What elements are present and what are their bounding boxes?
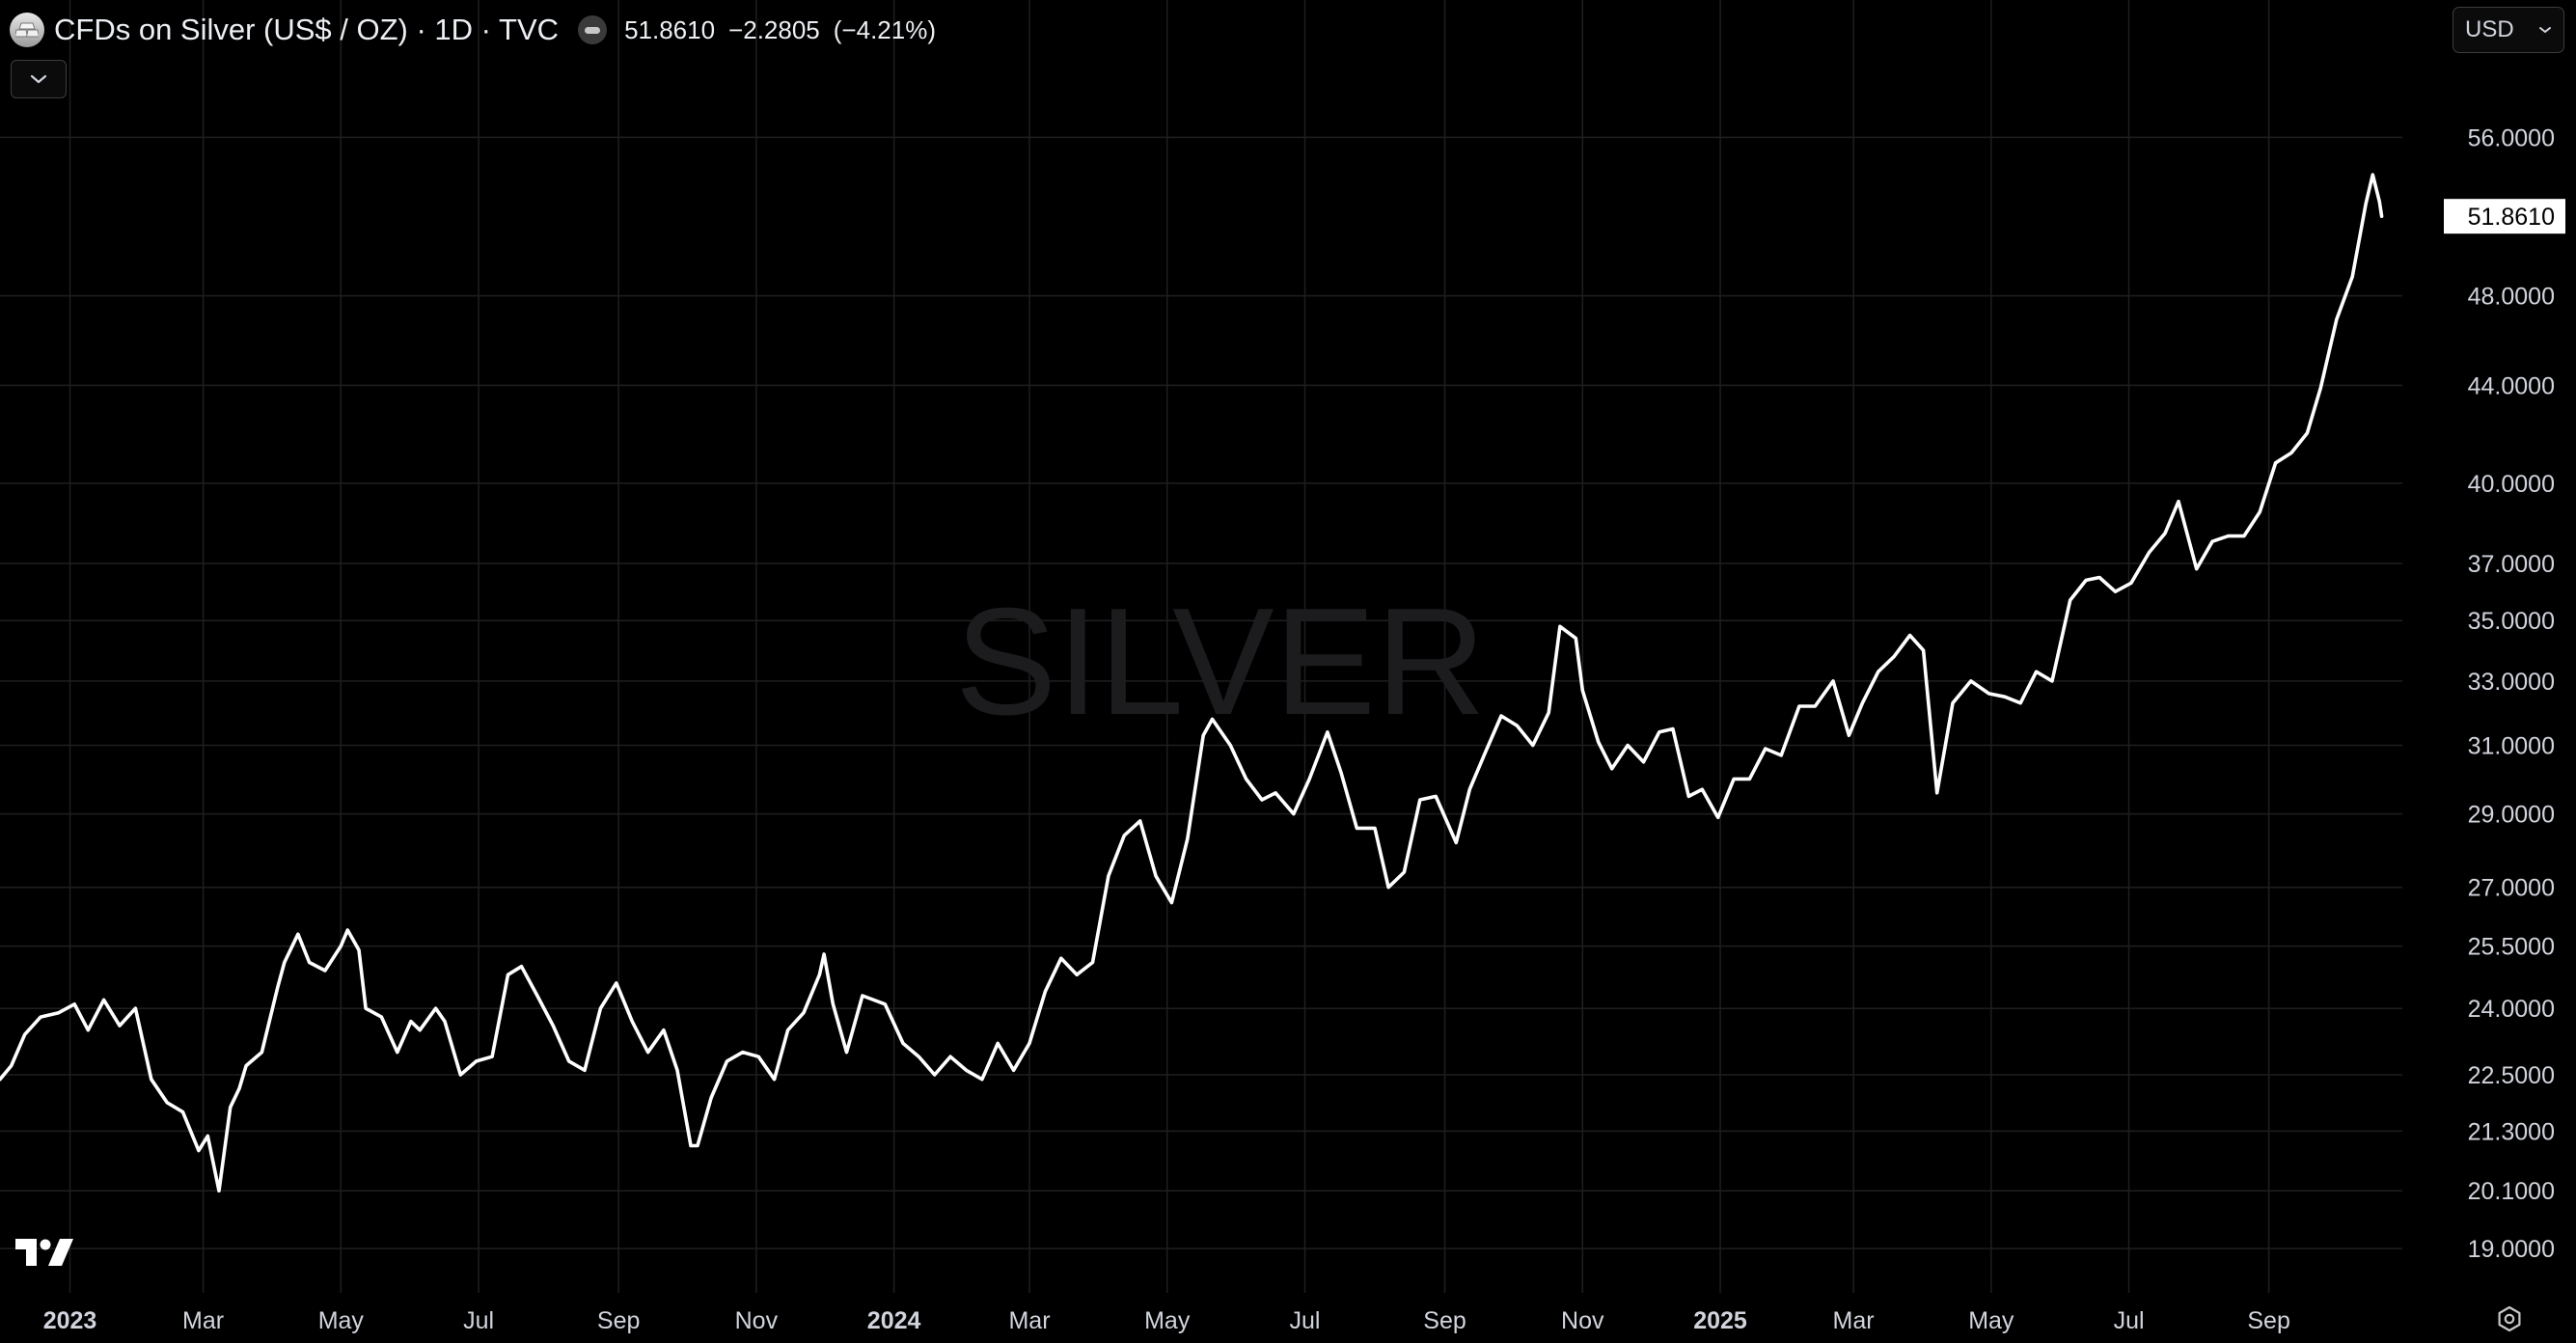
price-change-percent: (−4.21%) [833,14,936,44]
series [0,173,2384,1192]
x-tick-label: Nov [735,1307,779,1334]
y-tick-label: 20.1000 [2468,1178,2555,1205]
x-tick-label: Nov [1561,1307,1604,1334]
y-tick-label: 29.0000 [2468,802,2555,829]
price-change-value: −2.2805 [728,14,820,44]
x-tick-label: Sep [2247,1307,2289,1334]
y-tick-label: 24.0000 [2468,996,2555,1023]
last-price-value: 51.8610 [624,14,716,44]
x-tick-label: Mar [182,1307,224,1334]
x-tick-label: 2023 [43,1307,97,1334]
x-tick-label: Jul [463,1307,494,1334]
y-tick-label: 25.5000 [2468,934,2555,961]
y-tick-label: 22.5000 [2468,1062,2555,1089]
y-tick-label: 44.0000 [2468,372,2555,399]
chart-legend: CFDs on Silver (US$ / OZ) · 1D · TVC 51.… [10,10,949,50]
tradingview-logo-icon[interactable] [15,1235,75,1273]
x-tick-label: Mar [1008,1307,1050,1334]
x-tick-label: May [318,1307,365,1334]
price-line [0,173,2384,1192]
x-tick-label: Sep [597,1307,640,1334]
currency-select[interactable]: USD [2453,7,2564,53]
y-tick-label: 37.0000 [2468,551,2555,578]
y-tick-label: 48.0000 [2468,284,2555,311]
y-tick-label: 21.3000 [2468,1118,2555,1145]
y-tick-label: 31.0000 [2468,733,2555,760]
y-tick-label: 19.0000 [2468,1236,2555,1263]
grid [0,0,2402,1293]
chevron-down-icon [2539,27,2551,33]
y-tick-label: 40.0000 [2468,471,2555,498]
symbol-watermark: SILVER [955,577,1486,747]
last-price-box [2444,199,2565,234]
currency-label: USD [2465,16,2514,42]
x-tick-label: 2024 [867,1307,921,1334]
gear-icon[interactable] [2493,1302,2526,1335]
price-axis[interactable]: 56.0000 48.0000 44.0000 40.0000 37.0000 35.00… [2468,124,2555,1263]
silver-bars-icon [10,13,44,47]
y-tick-label: 35.0000 [2468,608,2555,635]
x-tick-label: Jul [1289,1307,1320,1334]
last-price-label: 51.8610 [2468,204,2555,231]
market-closed-icon[interactable] [578,15,608,44]
chevron-down-icon [30,74,47,84]
y-tick-label: 33.0000 [2468,669,2555,696]
y-tick-label: 56.0000 [2468,124,2555,151]
y-tick-label: 27.0000 [2468,875,2555,902]
x-tick-label: May [1968,1307,2014,1334]
x-tick-label: Jul [2114,1307,2145,1334]
x-tick-label: Mar [1833,1307,1875,1334]
symbol-title[interactable]: CFDs on Silver (US$ / OZ) · 1D · TVC [54,13,560,46]
time-axis[interactable]: 2023 Mar May Jul Sep Nov 2024 Mar May Jul Sep Nov 20… [43,1307,2290,1334]
x-tick-label: May [1144,1307,1191,1334]
x-tick-label: 2025 [1693,1307,1747,1334]
x-tick-label: Sep [1423,1307,1466,1334]
last-price-marker: 51.8610 [2444,199,2565,234]
legend-collapse-button[interactable] [11,60,67,98]
